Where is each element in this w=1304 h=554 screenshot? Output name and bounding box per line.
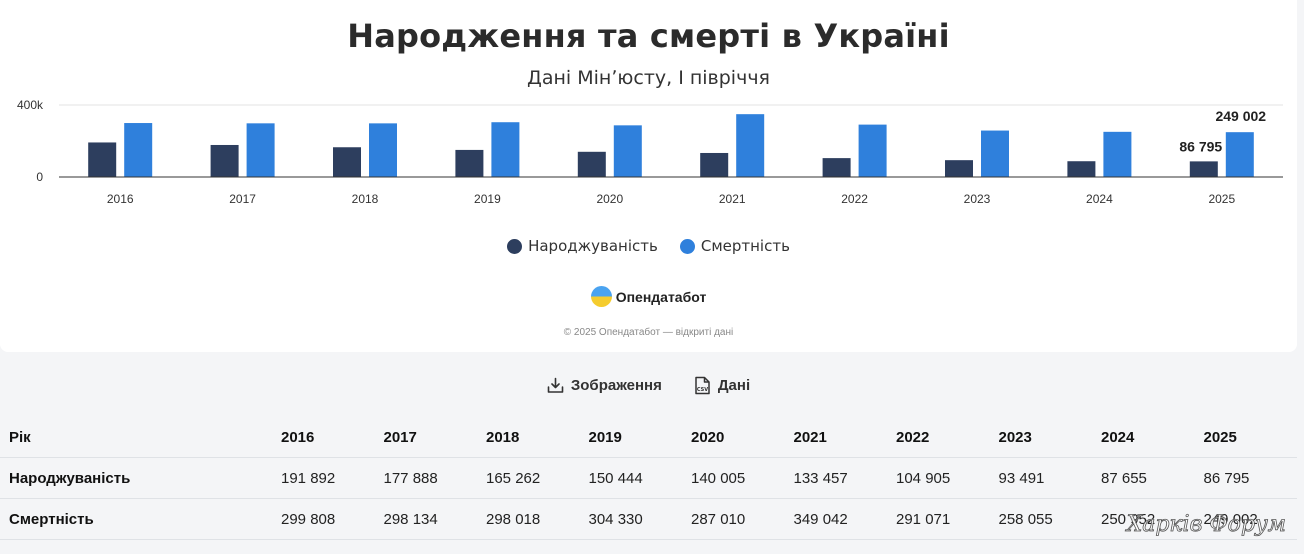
x-tick-label: 2025 — [1208, 192, 1235, 206]
births-bar — [700, 152, 729, 177]
y-tick-label: 400k — [17, 98, 44, 112]
table-year-header: 2016 — [272, 417, 375, 458]
opendatabot-logo-icon — [590, 286, 612, 307]
download-data-button[interactable]: CSV Дані — [694, 376, 750, 395]
x-tick-label: 2023 — [964, 192, 991, 206]
table-year-header: 2024 — [1092, 417, 1195, 458]
table-cell: 304 330 — [579, 498, 682, 540]
births-bar — [455, 149, 484, 177]
births-bar — [88, 142, 117, 177]
table-cell: 287 010 — [682, 498, 785, 540]
legend-label-births: Народжуваність — [528, 237, 658, 255]
table-year-header: 2025 — [1194, 417, 1297, 458]
table-year-header: 2018 — [477, 417, 580, 458]
births-bar — [210, 144, 239, 177]
table-cell: 104 905 — [887, 457, 990, 499]
x-tick-label: 2019 — [474, 192, 501, 206]
data-label-births: 86 795 — [1179, 138, 1222, 154]
table-cell: 299 808 — [272, 498, 375, 540]
download-actions: Зображення CSV Дані — [0, 376, 1297, 395]
deaths-bar — [1103, 131, 1132, 177]
table-year-header: 2019 — [579, 417, 682, 458]
deaths-bar — [981, 130, 1009, 177]
x-tick-label: 2021 — [719, 192, 746, 206]
births-legend-dot-icon — [507, 238, 523, 254]
table-year-header: 2023 — [989, 417, 1092, 458]
table-cell: 298 134 — [374, 498, 477, 540]
table-year-header: 2017 — [374, 417, 477, 458]
logo-text: Опендатабот — [615, 288, 707, 305]
chart-card: Народження та смерті в Україні Дані Мінʼ… — [0, 0, 1297, 352]
deaths-bar — [858, 124, 887, 177]
chart-legend: Народжуваність Смертність — [0, 237, 1297, 255]
chart-subtitle: Дані Мінʼюсту, І півріччя — [527, 67, 770, 89]
x-tick-label: 2017 — [229, 192, 256, 206]
table-cell: 177 888 — [374, 457, 477, 499]
table-cell: 250 952 — [1092, 498, 1195, 540]
table-row-label: Народжуваність — [0, 457, 272, 499]
y-tick-label: 0 — [36, 170, 43, 184]
chart-title: Народження та смерті в Україні — [347, 17, 950, 55]
table-header-label: Рік — [0, 417, 272, 458]
table-row: Народжуваність 191 892 177 888 165 262 1… — [0, 457, 1297, 499]
table-year-header: 2022 — [887, 417, 990, 458]
logo: Опендатабот — [0, 286, 1297, 307]
table-cell: 150 444 — [579, 457, 682, 499]
births-bar — [945, 160, 973, 177]
births-bar — [822, 158, 851, 177]
bar-chart: 0 400k 2016 2017 2018 2019 2020 2021 2022 2023 202… — [17, 98, 1283, 206]
deaths-bar — [613, 125, 642, 177]
table-cell: 258 055 — [989, 498, 1092, 540]
table-cell: 86 795 — [1194, 457, 1297, 499]
data-table: Рік 2016 2017 2018 2019 2020 2021 2022 2… — [0, 417, 1297, 540]
x-tick-label: 2024 — [1086, 192, 1113, 206]
deaths-bar — [124, 123, 153, 177]
deaths-legend-dot-icon — [679, 238, 695, 254]
deaths-bar — [246, 123, 275, 177]
table-cell: 165 262 — [477, 457, 580, 499]
births-bar — [333, 147, 361, 177]
deaths-bar — [1225, 132, 1254, 177]
x-tick-label: 2018 — [352, 192, 379, 206]
table-year-header: 2021 — [784, 417, 887, 458]
table-row-label: Смертність — [0, 498, 272, 540]
table-cell: 191 892 — [272, 457, 375, 499]
x-tick-label: 2020 — [596, 192, 623, 206]
table-cell: 291 071 — [887, 498, 990, 540]
x-tick-label: 2022 — [841, 192, 868, 206]
table-cell: 298 018 — [477, 498, 580, 540]
legend-item-births[interactable]: Народжуваність — [507, 237, 658, 255]
csv-file-icon: CSV — [695, 376, 710, 395]
deaths-bar — [491, 122, 520, 177]
deaths-bar — [369, 123, 397, 177]
births-bar — [1189, 161, 1218, 177]
table-header-row: Рік 2016 2017 2018 2019 2020 2021 2022 2… — [0, 417, 1297, 458]
data-label-deaths: 249 002 — [1215, 108, 1266, 124]
download-icon — [547, 377, 564, 393]
svg-text:CSV: CSV — [697, 387, 708, 393]
table-row: Смертність 299 808 298 134 298 018 304 3… — [0, 498, 1297, 540]
table-cell: 93 491 — [989, 457, 1092, 499]
download-data-label: Дані — [717, 377, 751, 394]
watermark: Харків Форум — [1126, 512, 1286, 538]
download-image-label: Зображення — [570, 377, 662, 394]
deaths-bar — [736, 114, 765, 177]
legend-label-deaths: Смертність — [700, 237, 790, 255]
table-cell: 249 002 — [1194, 498, 1297, 540]
legend-item-deaths[interactable]: Смертність — [679, 237, 790, 255]
x-tick-label: 2016 — [107, 192, 134, 206]
births-bar — [577, 151, 606, 177]
table-cell: 140 005 — [682, 457, 785, 499]
table-cell: 349 042 — [784, 498, 887, 540]
copyright: © 2025 Опендатабот — відкриті дані — [563, 327, 734, 338]
table-cell: 87 655 — [1092, 457, 1195, 499]
births-bar — [1067, 161, 1096, 177]
table-cell: 133 457 — [784, 457, 887, 499]
download-image-button[interactable]: Зображення — [547, 376, 662, 395]
table-year-header: 2020 — [682, 417, 785, 458]
